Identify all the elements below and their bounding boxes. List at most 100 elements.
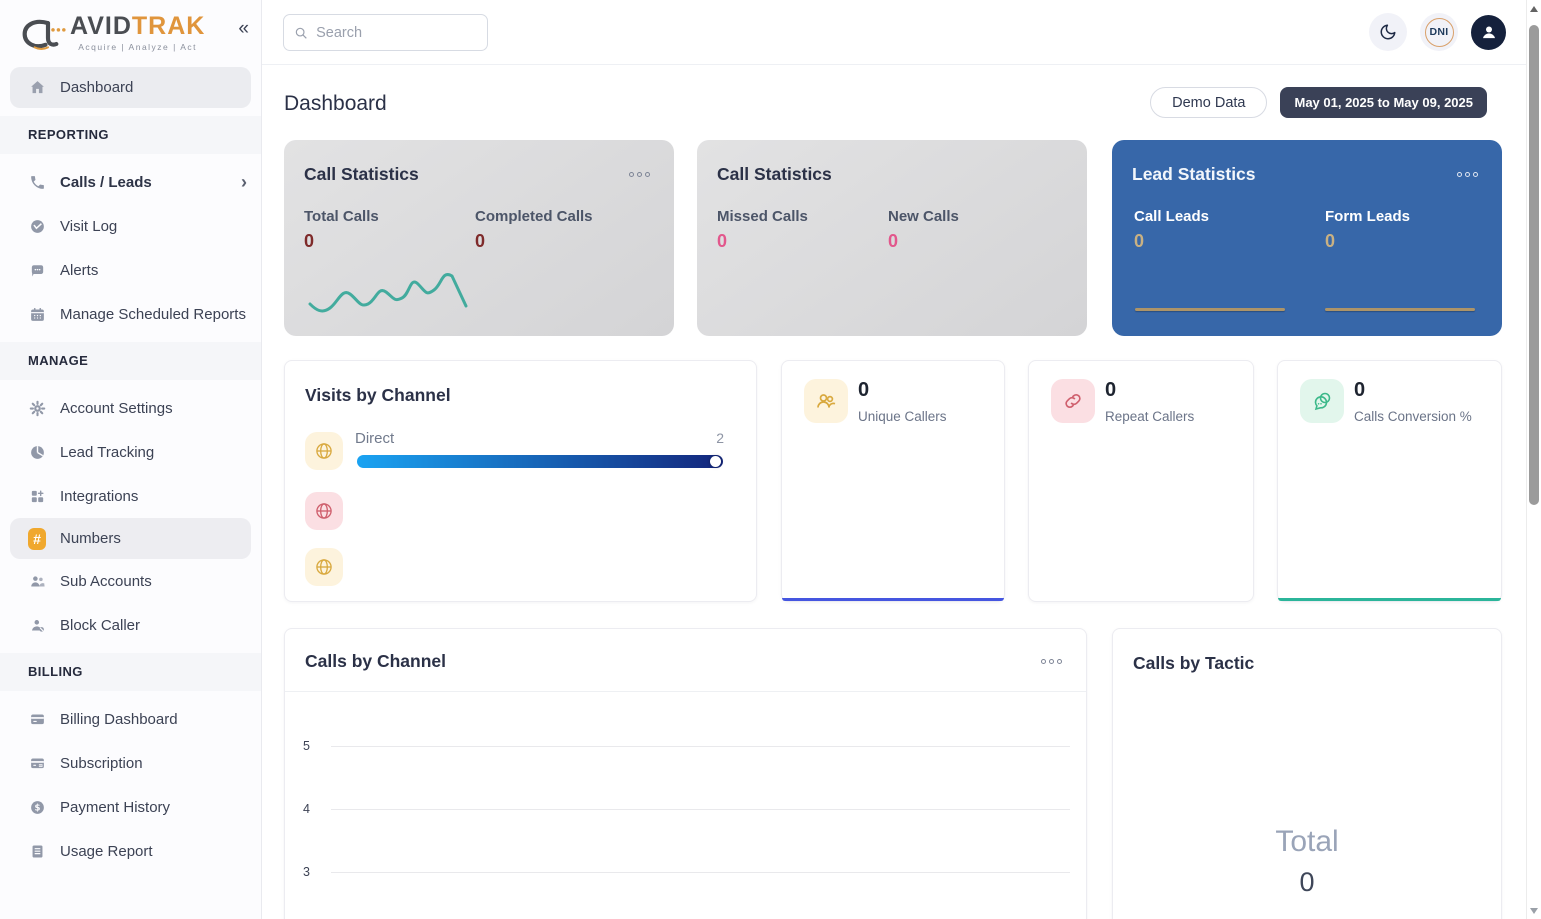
scroll-down-arrow[interactable] — [1530, 908, 1538, 914]
sidebar-item-numbers[interactable]: # Numbers — [10, 518, 251, 559]
main-area: DNI Dashboard Demo Data May 01, 2025 to … — [262, 0, 1526, 919]
sidebar-item-label: Numbers — [60, 530, 121, 547]
date-range-badge[interactable]: May 01, 2025 to May 09, 2025 — [1280, 87, 1487, 118]
page-title: Dashboard — [284, 92, 387, 115]
visits-by-channel-card: Visits by Channel Direct 2 — [284, 360, 757, 602]
call-statistics-card-2: Call Statistics Missed Calls 0 New Calls… — [697, 140, 1087, 336]
numbers-hash-icon: # — [28, 527, 46, 550]
channel-progress-bar — [357, 455, 723, 468]
brand-logo: AVIDTRAK Acquire | Analyze | Act « — [0, 0, 261, 65]
metric-value: 0 — [717, 231, 728, 251]
sidebar-item-block-caller[interactable]: Block Caller — [0, 603, 261, 647]
card-title: Call Statistics — [304, 164, 419, 184]
block-caller-icon — [28, 616, 46, 634]
chat-alert-icon — [28, 261, 46, 279]
brand-name: AVIDTRAK Acquire | Analyze | Act — [70, 14, 205, 52]
card-menu-icon[interactable] — [1037, 655, 1066, 668]
sidebar-item-label: Account Settings — [60, 399, 173, 417]
repeat-callers-icon — [1051, 379, 1095, 423]
user-avatar[interactable] — [1471, 14, 1506, 50]
sidebar-item-subscription[interactable]: Subscription — [0, 741, 261, 785]
sidebar-section-billing: BILLING — [0, 653, 261, 691]
globe-icon — [305, 492, 343, 530]
card-menu-icon[interactable] — [1453, 168, 1482, 181]
avidtrak-logo-icon — [18, 16, 68, 57]
kpi-value: 0 — [858, 379, 870, 401]
phone-icon — [28, 173, 46, 191]
gridline — [331, 872, 1070, 873]
search-icon — [295, 27, 307, 39]
calls-sparkline — [308, 273, 468, 313]
scroll-up-arrow[interactable] — [1530, 6, 1538, 12]
kpi-label: Calls Conversion % — [1354, 409, 1472, 424]
dollar-glyph: $ — [34, 803, 40, 813]
dollar-circle-icon: $ — [28, 798, 46, 816]
sidebar-item-integrations[interactable]: Integrations — [0, 474, 261, 518]
calendar-icon — [28, 305, 46, 323]
donut-center-value: 0 — [1299, 867, 1315, 897]
sidebar-section-manage: MANAGE — [0, 342, 261, 380]
repeat-callers-card: 0 Repeat Callers — [1028, 360, 1254, 602]
brand-tagline: Acquire | Analyze | Act — [78, 42, 198, 52]
search-box — [283, 14, 488, 51]
metric-value: 0 — [304, 231, 315, 251]
brand-name-secondary: TRAK — [131, 12, 206, 40]
card-title: Calls by Tactic — [1133, 653, 1255, 673]
y-axis-tick: 5 — [303, 739, 310, 753]
metric-label: New Calls — [888, 208, 959, 225]
sidebar-item-payment-history[interactable]: $ Payment History — [0, 785, 261, 829]
dni-button[interactable]: DNI — [1420, 13, 1458, 51]
metric-label: Missed Calls — [717, 208, 808, 225]
sidebar-item-billing-dashboard[interactable]: Billing Dashboard — [0, 697, 261, 741]
sidebar-item-usage-report[interactable]: Usage Report — [0, 829, 261, 873]
chevron-right-icon: › — [241, 171, 247, 192]
sidebar-item-label: Subscription — [60, 754, 143, 772]
card-menu-icon[interactable] — [625, 168, 654, 181]
brand-name-primary: AVID — [70, 12, 132, 40]
sidebar-item-sub-accounts[interactable]: Sub Accounts — [0, 559, 261, 603]
sidebar-item-label: Usage Report — [60, 842, 153, 860]
sidebar-item-alerts[interactable]: Alerts — [0, 248, 261, 292]
sidebar-collapse-icon[interactable]: « — [238, 18, 249, 39]
y-axis-tick: 3 — [303, 865, 310, 879]
kpi-value: 0 — [1354, 379, 1366, 401]
sidebar-item-label: Alerts — [60, 261, 99, 279]
dark-mode-toggle[interactable] — [1369, 13, 1407, 51]
metric-value: 0 — [888, 231, 899, 251]
form-leads-underline — [1325, 308, 1475, 311]
sidebar: AVIDTRAK Acquire | Analyze | Act « Dashb… — [0, 0, 262, 919]
credit-card-icon — [28, 710, 46, 728]
channel-label: Direct — [355, 430, 395, 447]
lead-statistics-card: Lead Statistics Call Leads 0 Form Leads … — [1112, 140, 1502, 336]
call-statistics-card-1: Call Statistics Total Calls 0 Completed … — [284, 140, 674, 336]
page-head-actions: Demo Data May 01, 2025 to May 09, 2025 — [1150, 87, 1487, 118]
subscription-card-icon — [28, 754, 46, 772]
y-axis-tick: 4 — [303, 802, 310, 816]
sidebar-item-account-settings[interactable]: Account Settings — [0, 386, 261, 430]
globe-icon — [305, 432, 343, 470]
sidebar-item-label: Billing Dashboard — [60, 710, 178, 728]
sidebar-item-manage-scheduled-reports[interactable]: Manage Scheduled Reports — [0, 292, 261, 336]
search-input[interactable] — [316, 24, 477, 41]
calls-by-channel-card: Calls by Channel 5 4 3 — [284, 628, 1087, 919]
kpi-value: 0 — [1105, 379, 1117, 401]
sidebar-item-dashboard[interactable]: Dashboard — [10, 67, 251, 108]
metric-value: 0 — [475, 231, 486, 251]
sidebar-section-reporting: REPORTING — [0, 116, 261, 154]
sidebar-item-label: Visit Log — [60, 217, 118, 235]
kpi-accent-line — [1278, 598, 1501, 601]
sidebar-item-label: Sub Accounts — [60, 572, 152, 590]
demo-data-button[interactable]: Demo Data — [1150, 87, 1268, 118]
sidebar-item-visit-log[interactable]: Visit Log — [0, 204, 261, 248]
sidebar-item-calls-leads[interactable]: Calls / Leads › — [0, 160, 261, 204]
calls-conversion-card: 0 Calls Conversion % — [1277, 360, 1502, 602]
pie-chart-icon — [28, 443, 46, 461]
sidebar-item-label: Dashboard — [60, 79, 134, 96]
gridline — [331, 809, 1070, 810]
visit-log-icon — [28, 217, 46, 235]
vertical-scrollbar — [1526, 0, 1541, 919]
scrollbar-thumb[interactable] — [1529, 25, 1539, 505]
integrations-icon — [28, 487, 46, 505]
sidebar-item-lead-tracking[interactable]: Lead Tracking — [0, 430, 261, 474]
